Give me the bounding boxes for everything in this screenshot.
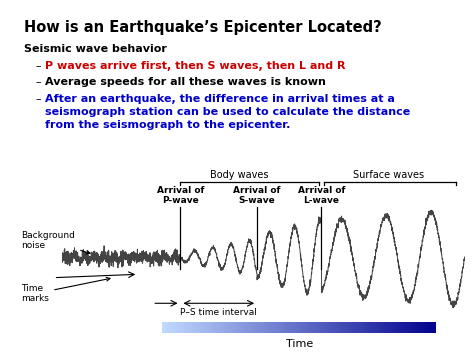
Text: P waves arrive first, then S waves, then L and R: P waves arrive first, then S waves, then… — [45, 61, 346, 71]
Text: Arrival of
S-wave: Arrival of S-wave — [233, 186, 281, 205]
Text: Arrival of
L-wave: Arrival of L-wave — [298, 186, 345, 205]
Text: Time
marks: Time marks — [21, 277, 110, 304]
Text: Surface waves: Surface waves — [354, 170, 425, 180]
Text: How is an Earthquake’s Epicenter Located?: How is an Earthquake’s Epicenter Located… — [24, 20, 382, 34]
Text: Time: Time — [286, 339, 313, 349]
Text: Body waves: Body waves — [210, 170, 268, 180]
Text: Arrival of
P-wave: Arrival of P-wave — [157, 186, 204, 205]
Text: After an earthquake, the difference in arrival times at a
seismograph station ca: After an earthquake, the difference in a… — [45, 94, 410, 130]
Text: Seismic wave behavior: Seismic wave behavior — [24, 44, 166, 54]
Text: Background
noise: Background noise — [21, 231, 90, 254]
Text: –: – — [36, 61, 41, 71]
Text: –: – — [36, 94, 41, 104]
Text: P–S time interval: P–S time interval — [180, 308, 257, 317]
Text: Average speeds for all these waves is known: Average speeds for all these waves is kn… — [45, 77, 326, 87]
Text: –: – — [36, 77, 41, 87]
